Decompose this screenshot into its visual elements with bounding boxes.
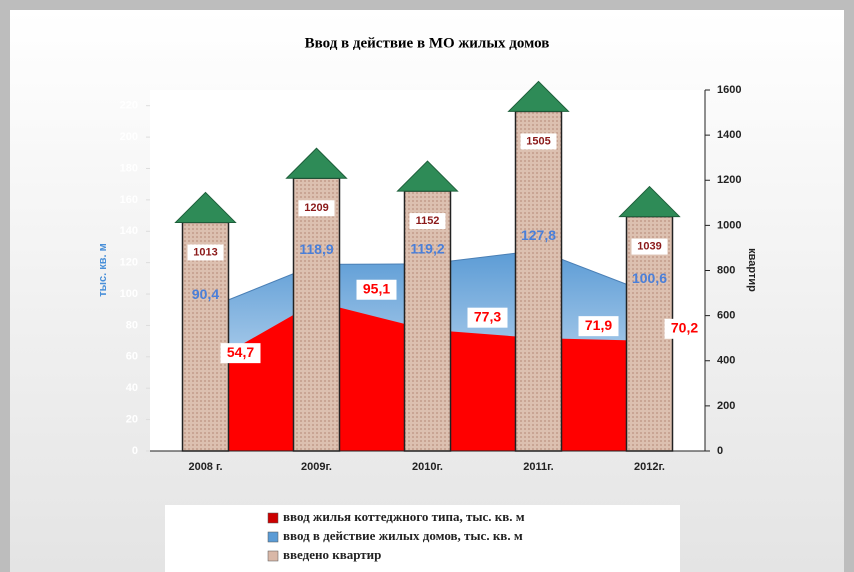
bar-label-box [520, 133, 557, 150]
legend-label: ввод жилья коттеджного типа, тыс. кв. м [283, 509, 525, 524]
y-tick-label: 120 [120, 257, 138, 269]
y-tick-label: 200 [120, 131, 138, 143]
bar-label: 1152 [416, 215, 440, 227]
y-tick-label: 60 [126, 351, 138, 363]
x-tick-label: 2008 г. [188, 461, 222, 473]
legend-label: введено квартир [283, 547, 381, 562]
legend-swatch [267, 512, 279, 524]
y2-tick-label: 0 [717, 445, 723, 457]
y2-tick-label: 400 [717, 355, 735, 367]
y2-tick-label: 1200 [717, 174, 741, 186]
chart-title: Ввод в действие в МО жилых домов [305, 35, 550, 51]
value-label: 71,9 [585, 317, 612, 333]
roof [618, 185, 681, 218]
value-label: 90,4 [192, 286, 219, 302]
value-label-box [664, 318, 705, 339]
y-tick-label: 80 [126, 319, 138, 331]
roof [396, 160, 459, 192]
y-tick-label: 180 [120, 162, 138, 174]
value-label: 70,2 [671, 320, 698, 336]
bar [514, 110, 563, 452]
bar-label: 1209 [304, 202, 328, 214]
bar-label: 1039 [637, 240, 661, 252]
bar-label-box [187, 244, 224, 261]
y2-tick-label: 1400 [717, 129, 741, 141]
value-label-box [467, 307, 508, 328]
value-label-box [578, 316, 619, 337]
value-label: 100,6 [632, 270, 667, 286]
y-tick-label: 140 [120, 225, 138, 237]
y-tick-label: 220 [120, 100, 138, 112]
value-label: 119,2 [410, 241, 444, 257]
y2-tick-label: 600 [717, 310, 735, 322]
x-tick-label: 2011г. [523, 461, 553, 473]
roof [507, 80, 570, 112]
y-tick-label: 20 [126, 414, 138, 426]
legend-swatch [267, 550, 279, 562]
bar-label-box [298, 200, 335, 217]
y-tick-label: 40 [126, 382, 138, 394]
roof [174, 191, 237, 223]
bar-label-box [409, 213, 446, 230]
value-label: 95,1 [363, 280, 390, 296]
bar [403, 190, 452, 452]
y2-tick-label: 200 [717, 400, 735, 412]
bar-label: 1013 [193, 246, 217, 258]
value-label: 54,7 [227, 344, 254, 360]
y-tick-label: 100 [120, 288, 138, 300]
value-label-box [356, 279, 397, 300]
y2-tick-label: 1000 [717, 219, 741, 231]
value-label: 77,3 [474, 308, 501, 324]
y-tick-label: 0 [132, 445, 138, 457]
y2-axis-label: квартир [746, 248, 758, 292]
bar-label-box [631, 238, 668, 255]
bar-label: 1505 [526, 135, 550, 147]
legend-swatch [267, 531, 279, 543]
x-tick-label: 2009г. [301, 461, 332, 473]
legend-label: ввод в действие жилых домов, тыс. кв. м [283, 528, 523, 543]
y-tick-label: 160 [120, 194, 138, 206]
roof [285, 147, 348, 179]
bar [181, 221, 230, 452]
value-label: 127,8 [521, 227, 556, 243]
value-label: 118,9 [299, 241, 333, 257]
legend [165, 505, 680, 572]
x-tick-label: 2012г. [634, 461, 665, 473]
y2-tick-label: 800 [717, 264, 735, 276]
y-axis-label: тыс. кв. м [97, 243, 109, 297]
bar [292, 177, 341, 452]
value-label-box [220, 343, 261, 364]
y2-tick-label: 1600 [717, 84, 741, 96]
x-tick-label: 2010г. [412, 461, 443, 473]
